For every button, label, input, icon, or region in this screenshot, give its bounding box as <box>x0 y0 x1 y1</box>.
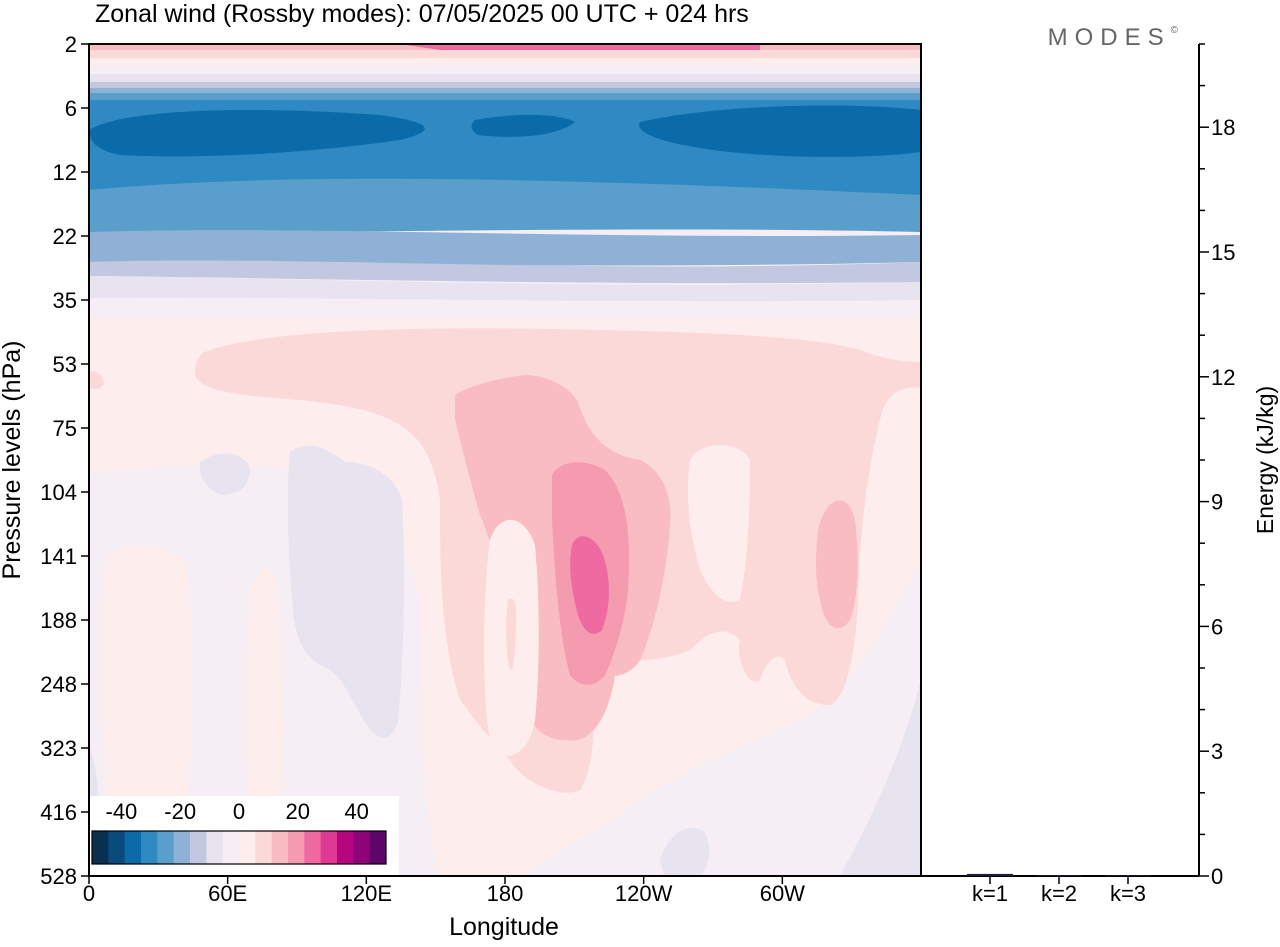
surface-easterlies-east <box>840 680 921 876</box>
energy-categories: k=1 k=2 k=3 <box>972 876 1146 906</box>
x-axis: 0 60E 120E 180 120W 60W <box>83 876 805 906</box>
colorbar-label: -40 <box>106 799 138 824</box>
y-tick-label: 141 <box>40 544 77 569</box>
easterlies-main-lobe <box>287 445 404 738</box>
colorbar-label: 0 <box>233 799 245 824</box>
y-tick-label: 104 <box>40 480 77 505</box>
energy-category-label: k=1 <box>972 881 1008 906</box>
colorbar-swatch <box>157 831 175 864</box>
band-easterly-core-east <box>639 105 921 157</box>
colorbar-swatch <box>141 831 158 864</box>
y-tick-label: 6 <box>65 96 77 121</box>
colorbar-swatch <box>304 831 322 864</box>
y-axis: 2 6 12 22 35 53 75 104 141 188 248 323 416 528 <box>40 32 89 889</box>
colorbar-label: 20 <box>286 799 310 824</box>
y-tick-label: 2 <box>65 32 77 57</box>
colorbar-swatch <box>369 831 387 864</box>
x-tick-label: 120W <box>615 881 673 906</box>
colorbar-swatch <box>337 831 354 864</box>
energy-bar <box>967 873 1013 876</box>
x-tick-label: 60W <box>760 881 805 906</box>
easterlies-west-lobe <box>199 453 250 495</box>
surface-easterlies-mid <box>660 827 710 876</box>
y-tick-label: 248 <box>40 672 77 697</box>
x-tick-label: 60E <box>208 881 247 906</box>
colorbar-swatch <box>288 831 305 864</box>
colorbar-legend: -40 -20 0 20 40 <box>89 796 399 876</box>
energy-tick-label: 12 <box>1211 365 1235 390</box>
energy-bar <box>1036 875 1082 877</box>
energy-bars <box>967 873 1151 877</box>
colorbar-swatch <box>206 831 224 864</box>
energy-tick-label: 0 <box>1211 864 1223 889</box>
colorbar-swatch <box>320 831 338 864</box>
jet-core <box>570 536 609 634</box>
colorbar-label: 40 <box>344 799 368 824</box>
y-tick-label: 53 <box>53 352 77 377</box>
band-easterly-core-west <box>89 110 425 157</box>
energy-tick-label: 6 <box>1211 614 1223 639</box>
colorbar-swatch <box>271 831 289 864</box>
colorbar-swatch <box>108 831 126 864</box>
energy-axis-label: Energy (kJ/kg) <box>1252 386 1278 534</box>
chart-title: Zonal wind (Rossby modes): 07/05/2025 00… <box>95 0 749 28</box>
y-tick-label: 35 <box>53 288 77 313</box>
colorbar-swatch <box>92 831 109 864</box>
colorbar-swatch <box>190 831 207 864</box>
colorbar-label: -20 <box>164 799 196 824</box>
energy-bar <box>1105 875 1151 877</box>
y-tick-label: 528 <box>40 864 77 889</box>
energy-axis: 0 3 6 9 12 15 18 <box>1199 43 1235 889</box>
west-edge-bump <box>89 371 104 390</box>
brand-logo: MODES© <box>1048 24 1179 51</box>
energy-tick-label: 18 <box>1211 115 1235 140</box>
band-level-14 <box>89 178 921 233</box>
energy-category-label: k=3 <box>1110 881 1146 906</box>
east-maximum <box>815 500 858 629</box>
colorbar-swatch <box>255 831 273 864</box>
colorbar-swatch <box>124 831 142 864</box>
y-tick-label: 12 <box>53 160 77 185</box>
colorbar-swatch <box>239 831 256 864</box>
x-tick-label: 180 <box>487 881 524 906</box>
x-tick-label: 120E <box>341 881 392 906</box>
colorbar-swatch <box>173 831 191 864</box>
x-axis-label: Longitude <box>449 913 559 941</box>
energy-tick-label: 9 <box>1211 490 1223 515</box>
colorbar-swatch <box>222 831 240 864</box>
y-tick-label: 323 <box>40 736 77 761</box>
contour-field <box>89 44 921 876</box>
colorbar-swatch <box>353 831 371 864</box>
y-axis-label: Pressure levels (hPa) <box>0 341 26 580</box>
y-tick-label: 416 <box>40 800 77 825</box>
jet-ring-gap-thin <box>506 598 516 670</box>
energy-tick-label: 15 <box>1211 240 1235 265</box>
energy-category-label: k=2 <box>1041 881 1077 906</box>
x-tick-label: 0 <box>83 881 95 906</box>
colorbar-frame <box>91 830 387 865</box>
east-pale-lobe <box>687 445 750 602</box>
y-tick-label: 22 <box>53 224 77 249</box>
y-tick-label: 188 <box>40 608 77 633</box>
west-lower-pale <box>101 545 193 843</box>
energy-tick-label: 3 <box>1211 739 1223 764</box>
y-tick-label: 75 <box>53 416 77 441</box>
band-easterly-core-mid <box>471 114 575 137</box>
